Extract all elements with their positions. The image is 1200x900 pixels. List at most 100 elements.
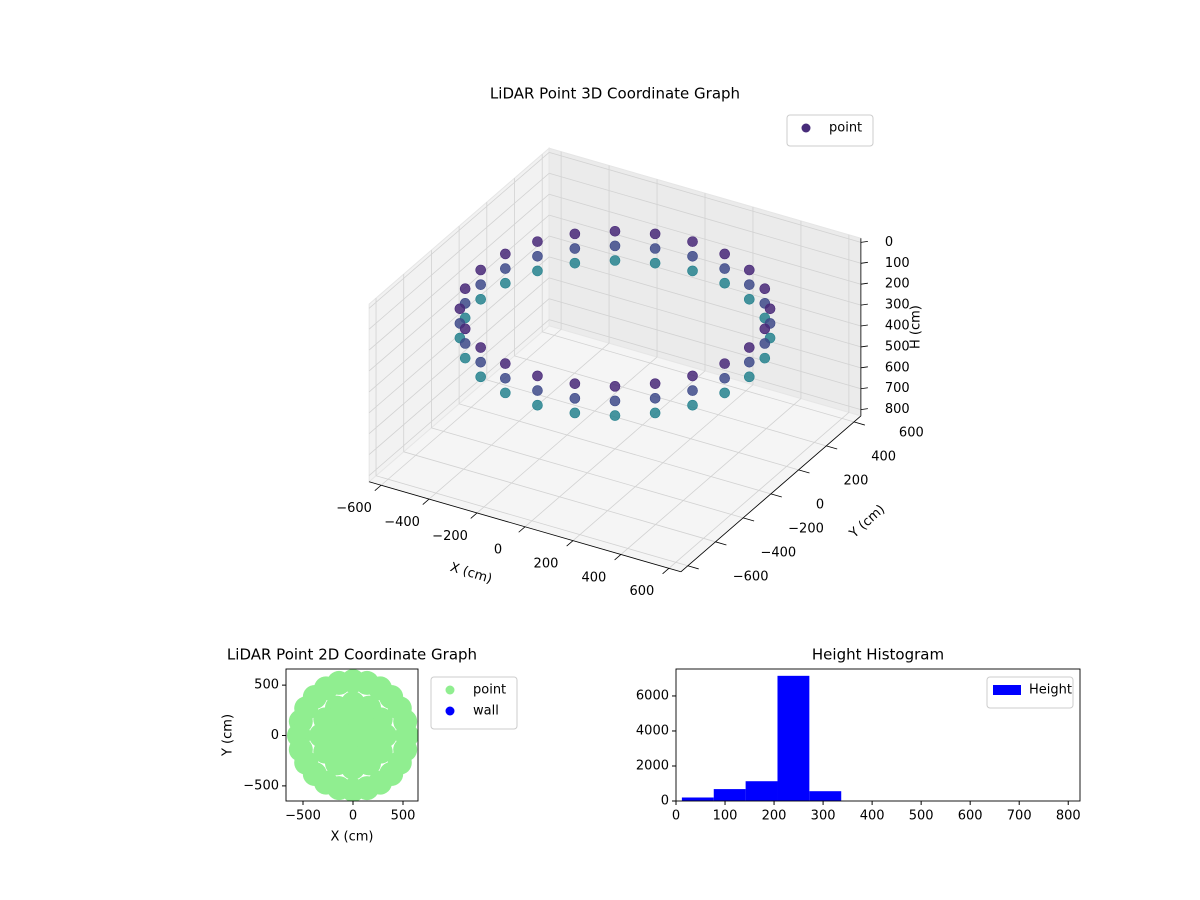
grid-line	[368, 172, 550, 330]
x-tick-label: 0	[494, 543, 502, 558]
z-tick-label: 200	[885, 277, 910, 292]
point	[687, 236, 698, 247]
point	[719, 263, 730, 274]
point	[759, 323, 771, 335]
point	[532, 399, 543, 411]
grid-line	[459, 403, 771, 495]
point	[475, 371, 486, 383]
tick-mark	[860, 261, 868, 264]
tick-mark	[826, 445, 838, 450]
y-tick-label: 0	[661, 794, 669, 809]
z-tick-label: 300	[885, 298, 910, 313]
point	[743, 342, 755, 353]
point	[759, 352, 771, 364]
point	[569, 407, 581, 419]
x-tick-label: 0	[349, 809, 357, 824]
x-tick-label: 200	[762, 809, 787, 824]
z-tick-label: 700	[885, 381, 910, 396]
point	[500, 372, 511, 384]
point	[500, 277, 511, 289]
point	[649, 243, 661, 254]
legend-label: point	[829, 121, 862, 136]
legend-marker	[445, 685, 455, 695]
point	[459, 352, 471, 364]
tick-mark	[860, 366, 868, 369]
y-tick-label: −600	[733, 570, 769, 585]
chart-title: LiDAR Point 3D Coordinate Graph	[490, 85, 740, 103]
point	[500, 263, 511, 274]
point	[475, 264, 487, 276]
tick-mark	[687, 565, 699, 570]
chart-title: LiDAR Point 2D Coordinate Graph	[227, 646, 477, 664]
x-tick-label: −400	[384, 515, 420, 530]
z-tick-label: 400	[885, 319, 910, 334]
x-tick-label: 800	[1056, 809, 1081, 824]
point	[500, 387, 511, 399]
point	[687, 265, 698, 277]
tick-mark	[860, 408, 868, 411]
x-tick-label: 700	[1007, 809, 1032, 824]
point	[609, 240, 621, 252]
point	[759, 338, 771, 349]
point	[744, 293, 755, 305]
point	[569, 378, 581, 389]
point	[454, 303, 466, 315]
point	[569, 393, 581, 404]
legend-marker	[801, 123, 811, 133]
point	[687, 399, 698, 411]
x-tick-label: 300	[811, 809, 836, 824]
point	[569, 257, 581, 269]
point	[649, 228, 661, 240]
tick-mark	[470, 512, 478, 519]
tick-mark	[860, 324, 868, 327]
point	[687, 385, 698, 396]
tick-mark	[860, 282, 868, 285]
tick-mark	[614, 554, 622, 561]
point	[744, 264, 755, 276]
grid-line	[549, 256, 861, 348]
x-axis-label: X (cm)	[331, 830, 374, 845]
y-tick-label: 400	[871, 450, 896, 465]
y-tick-label: 6000	[636, 688, 669, 703]
point	[609, 381, 621, 392]
point	[459, 338, 471, 349]
legend-box	[786, 114, 874, 147]
y-tick-label: 600	[899, 426, 924, 441]
point	[393, 737, 418, 762]
grid-line	[542, 331, 855, 423]
z-tick-label: 100	[885, 256, 910, 271]
grid-line	[431, 427, 744, 519]
grid-line	[549, 214, 861, 306]
grid-line	[549, 235, 861, 327]
bar	[777, 675, 810, 801]
grid-line	[549, 152, 861, 243]
point	[475, 293, 487, 305]
point	[475, 342, 486, 353]
x-tick-label: 400	[860, 809, 885, 824]
tick-mark	[743, 517, 755, 522]
y-tick-label: 200	[844, 474, 869, 489]
point	[532, 250, 543, 262]
point	[500, 248, 511, 260]
point	[500, 358, 511, 369]
tick-mark	[374, 484, 382, 492]
point	[649, 407, 661, 419]
point	[532, 370, 543, 382]
x-tick-label: 0	[672, 809, 680, 824]
point	[532, 385, 543, 396]
x-tick-label: 100	[713, 809, 738, 824]
point	[743, 356, 755, 368]
y-tick-label: 4000	[636, 723, 669, 738]
x-tick-label: 600	[629, 584, 654, 599]
x-tick-label: −500	[285, 809, 321, 824]
point	[569, 243, 581, 254]
point	[719, 387, 730, 399]
tick-mark	[860, 240, 868, 243]
legend-label: wall	[473, 704, 499, 719]
point	[649, 378, 661, 389]
point	[719, 358, 730, 369]
bar	[809, 791, 842, 801]
tick-mark	[518, 526, 526, 533]
tick-mark	[662, 568, 670, 575]
